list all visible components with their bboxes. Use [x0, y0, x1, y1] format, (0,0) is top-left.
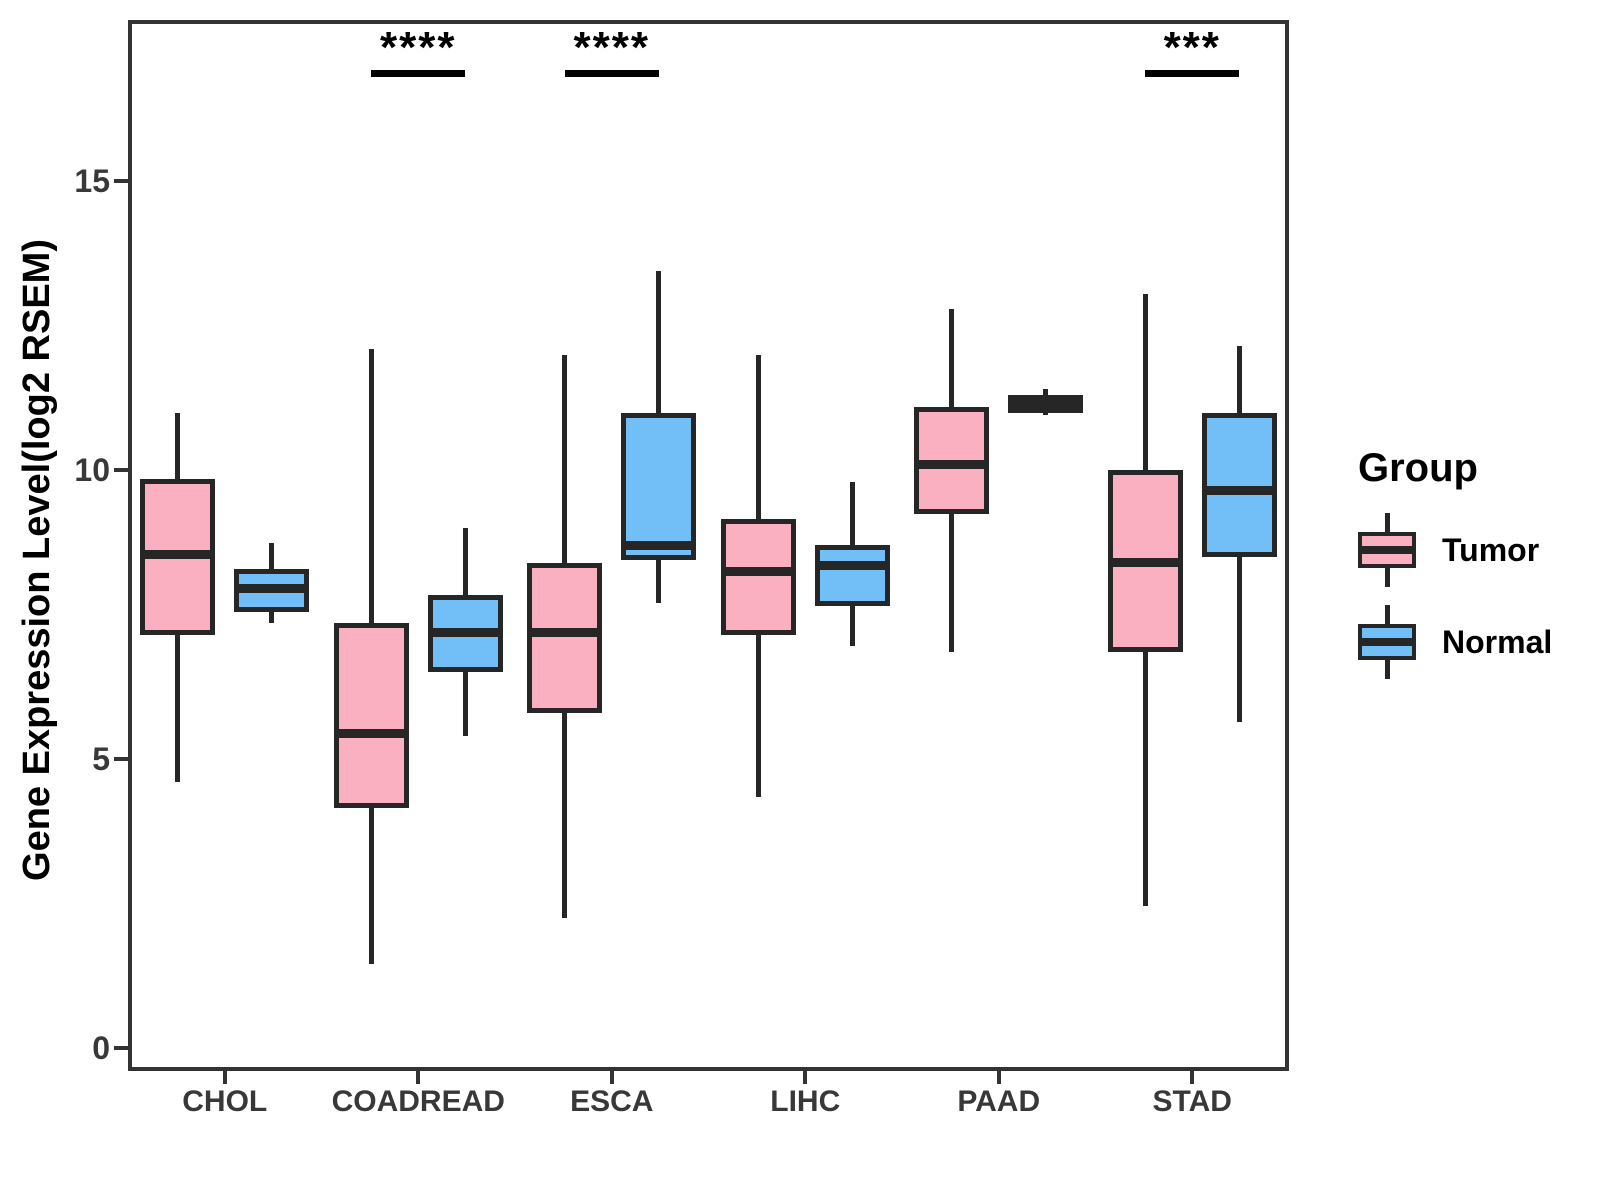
box-ESCA-Normal — [621, 412, 697, 560]
key-median — [1358, 546, 1416, 554]
legend-label-normal: Normal — [1442, 623, 1553, 660]
normal-boxplot-key-icon — [1358, 605, 1416, 679]
x-tick-mark-ESCA — [609, 1071, 614, 1084]
y-tick-mark-5 — [114, 757, 128, 762]
tumor-boxplot-key-icon — [1358, 513, 1416, 587]
significance-stars-STAD: *** — [1163, 23, 1221, 72]
box-ESCA-Tumor — [527, 562, 603, 713]
x-tick-label-ESCA: ESCA — [570, 1085, 654, 1118]
x-tick-mark-PAAD — [996, 1071, 1001, 1084]
y-tick-label-10: 10 — [74, 452, 110, 489]
x-tick-label-COADREAD: COADREAD — [331, 1085, 505, 1118]
legend-label-tumor: Tumor — [1442, 531, 1540, 568]
x-tick-mark-CHOL — [222, 1071, 227, 1084]
legend-title: Group — [1358, 446, 1478, 490]
significance-stars-ESCA: **** — [573, 23, 650, 72]
median-CHOL-Normal — [234, 584, 310, 594]
median-CHOL-Tumor — [140, 549, 216, 559]
legend-item-tumor: Tumor — [1358, 513, 1588, 587]
box-COADREAD-Tumor — [333, 623, 409, 809]
x-tick-mark-COADREAD — [416, 1071, 421, 1084]
median-LIHC-Tumor — [720, 566, 796, 576]
y-tick-label-5: 5 — [92, 741, 110, 778]
x-tick-mark-STAD — [1190, 1071, 1195, 1084]
box-LIHC-Normal — [814, 545, 890, 607]
significance-bar-ESCA — [564, 70, 659, 77]
x-tick-label-STAD: STAD — [1152, 1085, 1232, 1118]
y-tick-mark-10 — [114, 468, 128, 473]
significance-bar-COADREAD — [371, 70, 466, 77]
median-LIHC-Normal — [814, 561, 890, 571]
y-tick-mark-15 — [114, 179, 128, 184]
y-tick-label-0: 0 — [92, 1030, 110, 1066]
x-tick-label-LIHC: LIHC — [770, 1085, 841, 1118]
y-tick-mark-0 — [114, 1046, 128, 1050]
significance-bar-STAD — [1145, 70, 1240, 77]
x-tick-mark-LIHC — [803, 1071, 808, 1084]
significance-stars-COADREAD: **** — [380, 23, 457, 72]
box-LIHC-Tumor — [720, 519, 796, 635]
box-STAD-Normal — [1201, 412, 1277, 557]
x-tick-label-PAAD: PAAD — [957, 1085, 1041, 1118]
median-ESCA-Tumor — [527, 627, 603, 637]
median-STAD-Normal — [1201, 486, 1277, 496]
median-PAAD-Normal — [1008, 399, 1084, 409]
median-STAD-Tumor — [1107, 558, 1183, 568]
y-tick-label-15: 15 — [74, 163, 110, 200]
x-tick-label-CHOL: CHOL — [182, 1085, 268, 1118]
legend-item-normal: Normal — [1358, 605, 1588, 679]
median-PAAD-Tumor — [914, 460, 990, 470]
plot-panel — [128, 20, 1289, 1071]
median-COADREAD-Tumor — [333, 728, 409, 738]
median-ESCA-Normal — [621, 540, 697, 550]
key-median — [1358, 638, 1416, 646]
median-COADREAD-Normal — [427, 627, 503, 637]
legend: Group Tumor Normal — [1358, 446, 1588, 697]
